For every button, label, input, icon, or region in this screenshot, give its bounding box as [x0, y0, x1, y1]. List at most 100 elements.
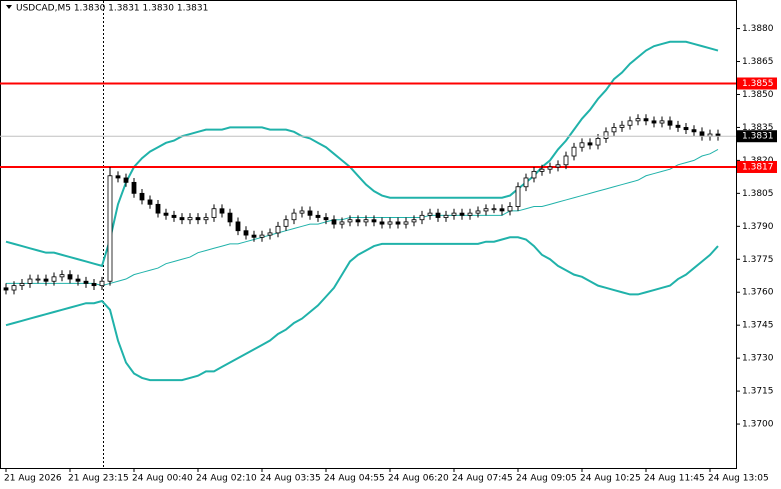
candle-body: [467, 212, 473, 216]
band-middle: [6, 148, 719, 287]
candle-body: [659, 120, 665, 124]
candle-body: [107, 175, 113, 282]
candle-body: [19, 283, 25, 287]
price-label: 1.3831: [742, 132, 774, 142]
candle-body: [203, 217, 209, 221]
candle-body: [179, 217, 185, 221]
level-label-box: [737, 160, 777, 173]
candle-body: [483, 208, 489, 212]
candle-body: [147, 199, 153, 205]
candle-body: [227, 212, 233, 223]
y-tick-label: 1.3850: [742, 90, 774, 100]
y-tick-label: 1.3865: [742, 57, 774, 67]
candle-body: [291, 212, 297, 221]
candle-body: [651, 120, 657, 124]
x-tick-label: 24 Aug 09:05: [516, 474, 577, 484]
x-tick-label: 21 Aug 2026: [4, 474, 62, 484]
candle-body: [531, 170, 537, 179]
x-tick-label: 24 Aug 11:45: [644, 474, 705, 484]
candle-body: [27, 278, 33, 284]
candle-body: [131, 181, 137, 194]
candle-body: [307, 210, 313, 216]
candle-body: [571, 146, 577, 157]
x-tick-label: 24 Aug 00:40: [132, 474, 193, 484]
level-label: 1.3817: [742, 162, 774, 172]
y-tick-label: 1.3700: [742, 420, 774, 430]
candle-body: [667, 120, 673, 126]
candle-body: [491, 208, 497, 211]
candle-body: [219, 208, 225, 214]
candle-body: [59, 274, 65, 278]
x-tick-label: 24 Aug 13:05: [708, 474, 769, 484]
candle-body: [259, 234, 265, 238]
candle-body: [515, 186, 521, 207]
candle-body: [635, 118, 641, 122]
y-tick-label: 1.3880: [742, 24, 774, 34]
x-tick-label: 24 Aug 03:35: [260, 474, 321, 484]
candle-body: [299, 210, 305, 214]
chart-icon: [6, 5, 12, 9]
candle-body: [235, 221, 241, 232]
candle-body: [547, 166, 553, 170]
chart-title: USDCAD,M5 1.3830 1.3831 1.3830 1.3831: [16, 4, 208, 14]
candle-body: [139, 192, 145, 201]
candle-body: [339, 221, 345, 225]
candle-body: [91, 283, 97, 287]
candle-body: [267, 232, 273, 236]
candle-body: [403, 221, 409, 225]
y-tick-label: 1.3730: [742, 354, 774, 364]
candle-body: [563, 155, 569, 166]
candle-body: [211, 208, 217, 218]
candle-body: [507, 206, 513, 212]
candle-body: [3, 287, 9, 291]
candle-body: [611, 127, 617, 133]
level-label-box: [737, 77, 777, 90]
candle-body: [43, 278, 49, 282]
candle-body: [51, 276, 57, 282]
candle-body: [67, 274, 73, 280]
candle-body: [499, 208, 505, 212]
y-tick-label: 1.3805: [742, 189, 774, 199]
candle-body: [83, 280, 89, 284]
candle-body: [395, 221, 401, 225]
candle-body: [627, 120, 633, 126]
candle-body: [675, 124, 681, 128]
candle-body: [363, 219, 369, 223]
candle-body: [323, 217, 329, 221]
level-label: 1.3855: [742, 79, 774, 89]
candle-body: [539, 168, 545, 172]
candle-body: [603, 131, 609, 139]
y-tick-label: 1.3760: [742, 288, 774, 298]
candle-body: [355, 219, 361, 223]
candle-body: [411, 219, 417, 223]
candle-body: [427, 212, 433, 216]
candle-body: [195, 217, 201, 221]
y-tick-label: 1.3745: [742, 321, 774, 331]
candle-body: [379, 221, 385, 225]
candle-body: [595, 138, 601, 146]
candle-body: [579, 142, 585, 148]
candle-body: [11, 285, 17, 291]
x-tick-label: 24 Aug 10:25: [580, 474, 641, 484]
candle-body: [123, 177, 129, 183]
candle-body: [443, 214, 449, 218]
candle-body: [251, 234, 257, 238]
candle-body: [587, 142, 593, 146]
candle-body: [315, 214, 321, 218]
band-upper: [5, 40, 719, 268]
y-tick-label: 1.3775: [742, 255, 774, 265]
candle-body: [243, 230, 249, 236]
x-tick-label: 21 Aug 23:15: [68, 474, 129, 484]
candle-body: [155, 203, 161, 214]
candle-body: [35, 278, 41, 281]
candle-body: [187, 217, 193, 221]
candle-body: [555, 164, 561, 168]
y-tick-label: 1.3835: [742, 123, 774, 133]
x-tick-label: 24 Aug 06:20: [388, 474, 449, 484]
x-tick-label: 24 Aug 02:10: [196, 474, 257, 484]
candle-body: [99, 280, 105, 287]
candle-body: [459, 212, 465, 216]
candle-body: [475, 210, 481, 214]
